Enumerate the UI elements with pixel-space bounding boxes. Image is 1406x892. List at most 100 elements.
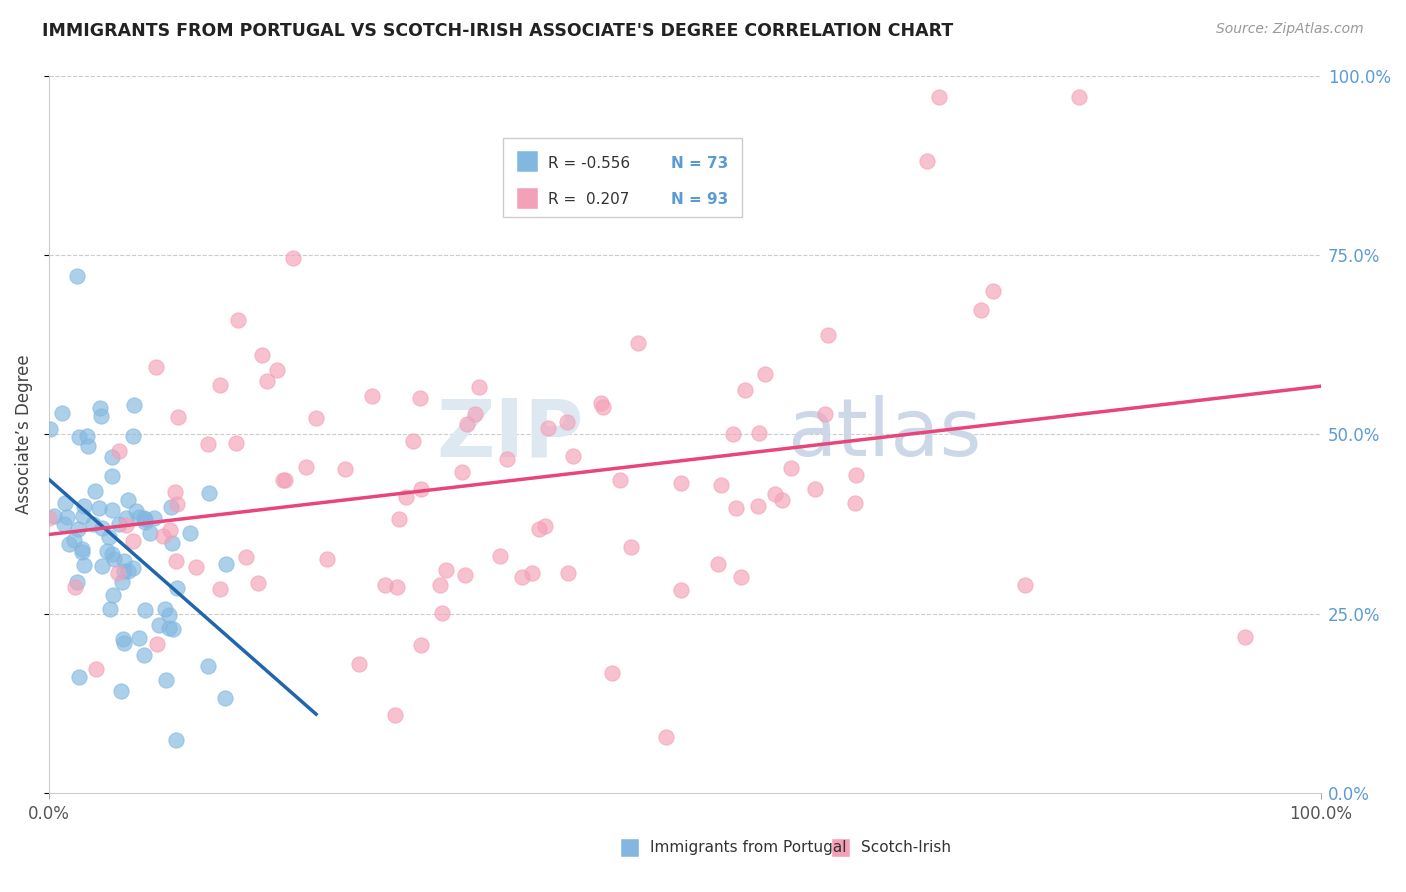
Point: [96, 543, 118, 558]
Point: [55, 509, 77, 524]
Point: [209, 377, 232, 392]
Text: Source: ZipAtlas.com: Source: ZipAtlas.com: [1216, 22, 1364, 37]
Point: [91, 520, 114, 534]
Point: [157, 621, 180, 635]
Point: [409, 482, 432, 496]
Point: [627, 335, 650, 350]
Point: [89, 401, 111, 416]
Point: [157, 608, 180, 623]
Point: [100, 450, 122, 464]
Point: [65, 574, 87, 589]
Point: [197, 659, 219, 673]
Text: N = 73: N = 73: [672, 156, 728, 170]
Point: [266, 362, 288, 376]
Point: [456, 417, 478, 432]
Point: [132, 511, 155, 525]
Point: [111, 632, 134, 646]
Point: [496, 451, 519, 466]
Point: [165, 554, 187, 568]
Point: [520, 566, 543, 581]
Point: [609, 473, 631, 487]
Point: [63, 533, 86, 547]
Point: [281, 251, 304, 265]
Point: [38, 422, 60, 436]
Point: [295, 459, 318, 474]
Point: [77, 439, 100, 453]
Point: [108, 443, 131, 458]
Point: [434, 563, 457, 577]
Point: [134, 515, 156, 529]
Point: [208, 582, 231, 597]
Point: [38, 511, 60, 525]
Text: ZIP: ZIP: [436, 395, 583, 474]
Point: [915, 153, 938, 168]
Point: [166, 582, 188, 596]
Point: [561, 449, 583, 463]
Point: [748, 425, 770, 440]
Point: [76, 428, 98, 442]
Point: [402, 434, 425, 448]
Point: [153, 602, 176, 616]
Point: [84, 662, 107, 676]
Text: N = 93: N = 93: [672, 192, 728, 207]
Point: [488, 549, 510, 564]
Point: [121, 561, 143, 575]
Point: [152, 529, 174, 543]
Point: [111, 574, 134, 589]
Point: [214, 691, 236, 706]
Point: [87, 500, 110, 515]
Point: [361, 389, 384, 403]
Point: [134, 512, 156, 526]
Point: [384, 707, 406, 722]
Point: [103, 589, 125, 603]
Point: [970, 303, 993, 318]
Point: [747, 500, 769, 514]
Text: IMMIGRANTS FROM PORTUGAL VS SCOTCH-IRISH ASSOCIATE'S DEGREE CORRELATION CHART: IMMIGRANTS FROM PORTUGAL VS SCOTCH-IRISH…: [42, 22, 953, 40]
Point: [817, 327, 839, 342]
Point: [225, 435, 247, 450]
Point: [468, 380, 491, 394]
Point: [765, 487, 787, 501]
Point: [122, 429, 145, 443]
Point: [160, 500, 183, 515]
Point: [928, 90, 950, 104]
Point: [146, 636, 169, 650]
Point: [117, 564, 139, 578]
Point: [1069, 90, 1091, 104]
Point: [669, 583, 692, 598]
Point: [589, 396, 612, 410]
Point: [134, 602, 156, 616]
Point: [128, 632, 150, 646]
Point: [707, 557, 730, 571]
Point: [67, 430, 90, 444]
Point: [374, 577, 396, 591]
Point: [197, 486, 219, 500]
Point: [72, 558, 94, 573]
Point: [148, 618, 170, 632]
Point: [592, 401, 614, 415]
Point: [165, 732, 187, 747]
Point: [305, 411, 328, 425]
Point: [537, 421, 560, 435]
Point: [100, 503, 122, 517]
Point: [179, 525, 201, 540]
Point: [101, 547, 124, 561]
Point: [316, 551, 339, 566]
Point: [83, 483, 105, 498]
Point: [256, 374, 278, 388]
Point: [226, 312, 249, 326]
Point: [98, 602, 121, 616]
Point: [555, 415, 578, 429]
Point: [70, 542, 93, 557]
Point: [165, 485, 187, 500]
Point: [464, 408, 486, 422]
Point: [100, 469, 122, 483]
Point: [214, 557, 236, 571]
Point: [134, 648, 156, 662]
Point: [197, 436, 219, 450]
Point: [90, 409, 112, 424]
Point: [128, 510, 150, 524]
Point: [139, 525, 162, 540]
Point: [115, 517, 138, 532]
Point: [1234, 630, 1257, 644]
